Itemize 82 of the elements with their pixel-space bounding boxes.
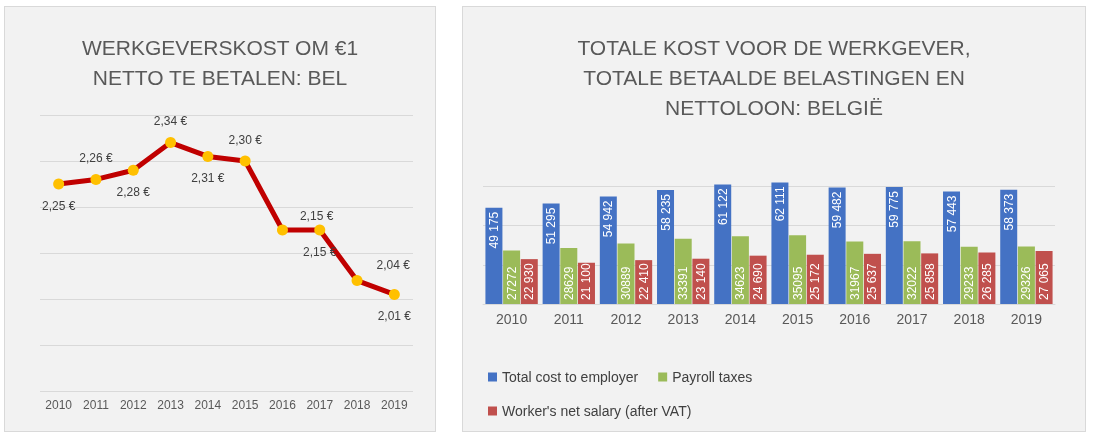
x-tick-label: 2016 (269, 398, 297, 412)
x-tick-label: 2014 (194, 398, 222, 412)
point (127, 164, 139, 176)
legend-label: Total cost to employer (502, 369, 639, 385)
x-tick-label: 2013 (157, 398, 185, 412)
legend-label: Worker's net salary (after VAT) (502, 403, 692, 419)
chart-title: TOTALE KOST VOOR DE WERKGEVER, TOTALE BETAALDE BELASTINGEN EN NETTOLOON: BELGIË (577, 35, 971, 119)
x-tick-label: 2011 (83, 398, 110, 412)
data-label: 29233 (962, 266, 977, 300)
legend-label: Payroll taxes (672, 369, 753, 385)
data-label: 26 285 (979, 262, 994, 300)
x-tick-label: 2010 (496, 311, 528, 327)
bar (599, 196, 617, 304)
data-label: 25 637 (865, 262, 880, 300)
data-label: 25 172 (808, 262, 823, 300)
data-label: 49 175 (486, 211, 501, 249)
data-label: 58 235 (658, 193, 673, 231)
x-tick-label: 2015 (231, 398, 259, 412)
bar (1000, 189, 1018, 304)
data-label: 34623 (733, 266, 748, 300)
point (90, 173, 102, 185)
bar (943, 191, 961, 304)
x-tick-label: 2016 (839, 311, 871, 327)
data-label: 2,15 € (303, 244, 337, 259)
data-label: 31967 (847, 266, 862, 300)
data-label: 30889 (619, 266, 633, 300)
point (314, 224, 326, 236)
x-tick-label: 2010 (45, 398, 73, 412)
data-label: 2,25 € (41, 198, 76, 213)
data-label: 51 295 (544, 207, 559, 245)
data-label: 2,30 € (228, 132, 263, 147)
data-label: 22 930 (522, 262, 537, 300)
data-label: 59 482 (830, 191, 845, 229)
bar (657, 190, 675, 304)
data-label: 2,28 € (116, 184, 151, 199)
data-label: 27272 (504, 266, 519, 300)
point (351, 275, 363, 287)
x-tick-label: 2011 (553, 311, 585, 327)
point (53, 178, 65, 190)
data-label: 2,15 € (299, 209, 334, 223)
x-tick-label: 2018 (343, 398, 371, 412)
x-tick-label: 2017 (896, 311, 928, 327)
data-label: 57 443 (944, 195, 959, 233)
bar (714, 184, 732, 304)
point (239, 155, 251, 167)
data-label: 33391 (676, 266, 691, 300)
data-label: 21 100 (579, 262, 594, 300)
data-label: 25 858 (922, 262, 937, 300)
x-tick-label: 2017 (306, 398, 334, 412)
x-tick-label: 2013 (667, 311, 699, 327)
data-label: 29326 (1019, 266, 1034, 300)
point (276, 224, 288, 236)
data-label: 62 111 (772, 186, 787, 222)
data-label: 2,31 € (191, 170, 225, 185)
bar (771, 182, 789, 304)
data-label: 27 065 (1037, 262, 1052, 300)
point (202, 150, 214, 162)
x-tick-label: 2014 (724, 311, 757, 327)
data-label: 54 942 (601, 200, 616, 238)
data-label: 2,34 € (153, 114, 188, 129)
x-tick-label: 2018 (953, 311, 985, 327)
bar (885, 187, 903, 304)
data-label: 23 140 (693, 262, 708, 300)
x-tick-label: 2015 (782, 311, 814, 327)
data-label: 22 410 (636, 262, 651, 300)
x-tick-label: 2012 (610, 311, 642, 327)
point (388, 288, 400, 300)
data-label: 24 690 (751, 262, 766, 300)
data-label: 61 122 (715, 188, 730, 226)
data-label: 58 373 (1001, 193, 1016, 231)
data-label: 2,04 € (376, 257, 411, 272)
data-label: 35095 (790, 266, 805, 300)
chart-title: WERKGEVERSKOST OM €1 NETTO TE BETALEN: BEL (81, 35, 359, 89)
x-tick-label: 2019 (1010, 311, 1043, 327)
data-label: 32022 (905, 266, 919, 300)
data-label: 2,26 € (79, 150, 113, 165)
data-label: 59 775 (887, 190, 902, 228)
x-tick-label: 2019 (381, 398, 409, 412)
data-label: 2,01 € (377, 308, 412, 323)
x-tick-label: 2012 (119, 398, 147, 412)
data-label: 28629 (561, 266, 576, 300)
point (165, 137, 177, 149)
